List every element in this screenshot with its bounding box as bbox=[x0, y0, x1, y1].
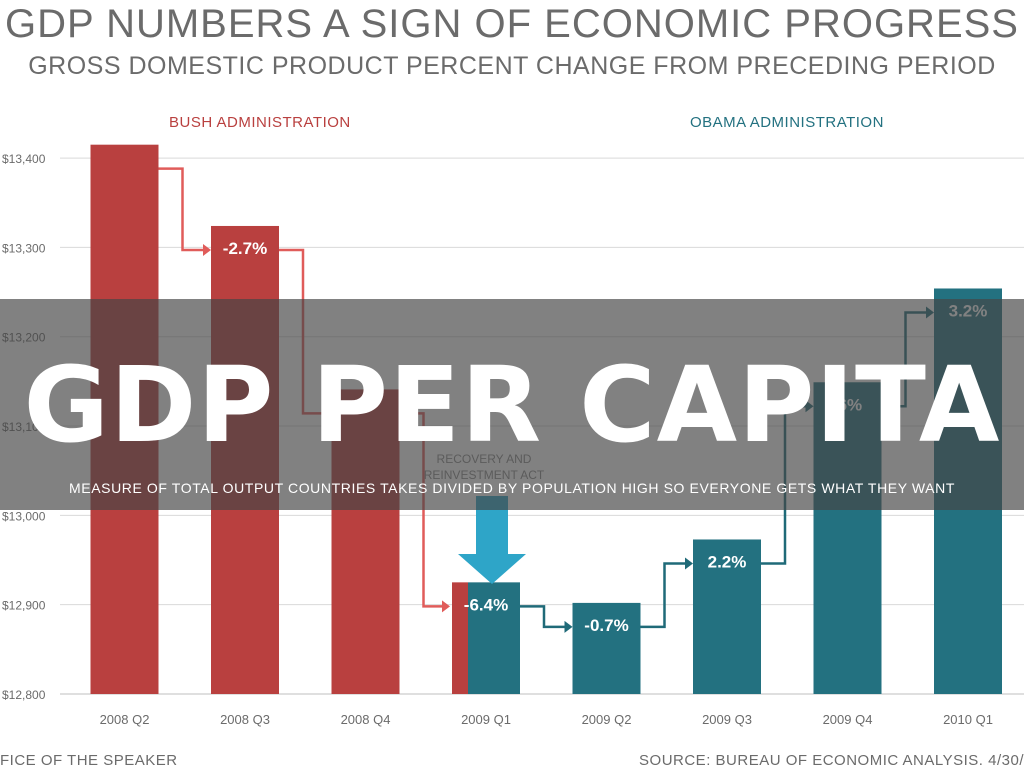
chart-title: GDP NUMBERS A SIGN OF ECONOMIC PROGRESS bbox=[5, 2, 1019, 46]
connector-arrowhead bbox=[203, 243, 211, 256]
bar bbox=[572, 602, 641, 694]
footer-credit: FICE OF THE SPEAKER bbox=[0, 752, 178, 769]
y-tick-label: $13,300 bbox=[2, 241, 46, 255]
connector-arrow bbox=[640, 562, 687, 629]
footer-source: SOURCE: BUREAU OF ECONOMIC ANALYSIS. 4/3… bbox=[639, 752, 1024, 769]
recovery-act-arrow bbox=[458, 496, 526, 584]
y-tick-label: $13,400 bbox=[2, 152, 46, 166]
overlay-title: GDP PER CAPITA bbox=[23, 344, 1001, 466]
obama-administration-label: OBAMA ADMINISTRATION bbox=[690, 114, 884, 131]
connector-arrowhead bbox=[442, 600, 450, 613]
x-tick-label: 2009 Q4 bbox=[823, 712, 873, 727]
x-tick-label: 2010 Q1 bbox=[943, 712, 993, 727]
x-tick-label: 2008 Q4 bbox=[341, 712, 391, 727]
x-tick-label: 2008 Q2 bbox=[100, 712, 150, 727]
overlay-description: MEASURE OF TOTAL OUTPUT COUNTRIES TAKES … bbox=[69, 480, 955, 496]
bar bbox=[693, 539, 761, 694]
data-label: -2.7% bbox=[223, 239, 267, 258]
y-tick-label: $12,900 bbox=[2, 599, 46, 613]
y-tick-label: $12,800 bbox=[2, 688, 46, 702]
connector-arrowhead bbox=[564, 620, 573, 633]
chart-subtitle: GROSS DOMESTIC PRODUCT PERCENT CHANGE FR… bbox=[28, 52, 996, 80]
y-tick-label: $13,000 bbox=[2, 509, 46, 523]
data-label: 2.2% bbox=[708, 552, 747, 571]
connector-arrowhead bbox=[685, 557, 693, 570]
x-tick-label: 2009 Q1 bbox=[461, 712, 511, 727]
connector-arrow bbox=[520, 605, 567, 629]
data-label: -6.4% bbox=[464, 595, 508, 614]
data-label: -0.7% bbox=[584, 616, 628, 635]
bar-bush-segment bbox=[452, 582, 468, 694]
bar-obama-segment bbox=[468, 582, 520, 694]
bush-administration-label: BUSH ADMINISTRATION bbox=[169, 114, 351, 131]
x-tick-label: 2009 Q3 bbox=[702, 712, 752, 727]
x-tick-label: 2008 Q3 bbox=[220, 712, 270, 727]
x-tick-label: 2009 Q2 bbox=[582, 712, 632, 727]
connector-arrow bbox=[158, 167, 205, 252]
overlay-band bbox=[0, 299, 1024, 510]
